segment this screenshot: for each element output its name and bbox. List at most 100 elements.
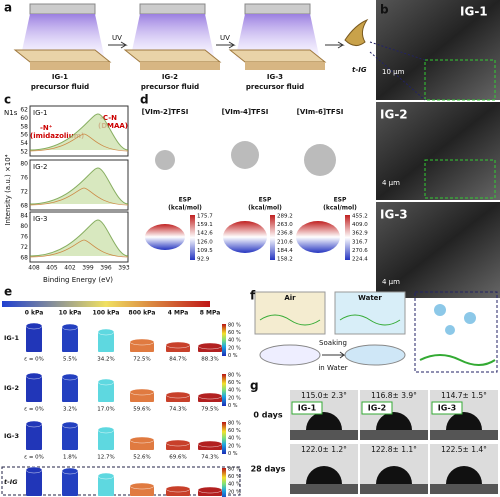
subplot-name: IG-2	[33, 163, 47, 171]
panel-label: b	[380, 3, 389, 17]
pressure: 4 MPa	[168, 310, 189, 317]
substrate	[290, 430, 358, 440]
colorbar-label: 80 %	[228, 467, 241, 473]
sample-cylinder	[62, 377, 78, 402]
strain: 84.7%	[169, 357, 186, 363]
image-name: IG-3	[380, 208, 408, 222]
substrate	[430, 430, 498, 440]
sample-name: IG-3	[438, 404, 456, 413]
droplet	[306, 466, 342, 484]
y-tick-label: 56	[20, 132, 28, 139]
subplot-name: IG-3	[33, 215, 47, 223]
cylinder-top	[165, 341, 191, 349]
y-tick-label: 60	[20, 115, 28, 122]
y-tick-label: 62	[20, 107, 28, 114]
step-sub: precursor fluid	[31, 83, 89, 91]
sample-tag	[431, 401, 463, 415]
x-tick-label: 399	[82, 265, 94, 272]
esp-tick: 362.9	[352, 231, 368, 237]
y-tick-label: 84	[20, 213, 28, 220]
colorbar-label: 60 %	[228, 474, 241, 480]
esp-tick: 236.8	[277, 231, 293, 237]
strain: 59.6%	[133, 407, 150, 413]
colorbar	[222, 374, 226, 406]
step-name: IG-2	[162, 73, 178, 81]
sem-images	[369, 0, 500, 298]
cylinder-top	[129, 338, 155, 346]
strain: 17.0%	[97, 407, 114, 413]
esp-tick: 289.2	[277, 214, 293, 220]
spectrum	[29, 167, 129, 205]
colorbar	[222, 324, 226, 356]
sample-cylinder	[62, 425, 78, 450]
pressure: 8 MPa	[200, 310, 221, 317]
colorbar-label: 20 %	[228, 345, 241, 351]
sample-cylinder	[26, 424, 42, 450]
contact-angle: 122.0± 1.2°	[301, 445, 347, 454]
sample-cylinder	[98, 332, 114, 352]
colorbar-label: 0 %	[228, 451, 238, 457]
cylinder-top	[61, 373, 79, 381]
substrate	[430, 484, 498, 494]
y-tick-label: 76	[20, 175, 28, 182]
cylinder-top	[129, 388, 155, 396]
cylinder-top	[61, 323, 79, 331]
image-name: IG-2	[380, 108, 408, 122]
cylinder-top	[61, 421, 79, 429]
y-axis-label: Intensity (a.u.) ×10⁴	[4, 154, 12, 225]
colorbar-label: 20 %	[228, 443, 241, 449]
air-label: Air	[284, 294, 296, 302]
labels: a UV UV IG-1 precursor fluid IG-2 precur…	[4, 1, 488, 393]
x-tick-label: 402	[64, 265, 76, 272]
droplet-photos	[290, 390, 498, 494]
panel-label: e	[4, 285, 12, 299]
arrow-label: UV	[112, 34, 122, 42]
contact-angle: 122.5± 1.4°	[441, 445, 487, 454]
cylinder-top	[97, 378, 115, 386]
cylinder-top	[97, 472, 115, 480]
esp-tick: 316.7	[352, 239, 368, 245]
schematic	[254, 291, 498, 373]
process-label: in Water	[318, 364, 347, 372]
colorbar-label: 80 %	[228, 373, 241, 379]
esp-tick: 184.4	[277, 248, 293, 254]
y-tick-label: 76	[20, 234, 28, 241]
colorbar-label: 40 %	[228, 482, 241, 488]
cylinder-top	[165, 485, 191, 493]
step-sub: precursor fluid	[141, 83, 199, 91]
colorbar-label: 60 %	[228, 380, 241, 386]
colorbar-label: 40 %	[228, 388, 241, 394]
esp-tick: 455.2	[352, 214, 368, 220]
panel-label: f	[250, 289, 256, 303]
subplot-name: IG-1	[33, 109, 47, 117]
x-tick-label: 396	[100, 265, 112, 272]
y-tick-label: 72	[20, 244, 28, 251]
cylinder-top	[25, 420, 43, 428]
droplet	[376, 466, 412, 484]
esp-tick: 224.4	[352, 257, 368, 263]
sample-tag	[361, 401, 393, 415]
esp-tick: 109.5	[197, 248, 213, 254]
cylinder-top	[97, 426, 115, 434]
contact-angle: 115.0± 2.3°	[301, 391, 347, 400]
esp-tick: 409.0	[352, 222, 368, 228]
y-tick-label: 52	[20, 149, 28, 156]
substrate	[360, 430, 428, 440]
esp-tick: 263.0	[277, 222, 293, 228]
contact-angle: 116.8± 3.9°	[371, 391, 417, 400]
y-tick-label: 68	[20, 203, 28, 210]
strain: 72.5%	[133, 357, 150, 363]
esp-title: (kcal/mol)	[248, 205, 282, 212]
cylinder-top	[25, 466, 43, 474]
spectrum-fit	[29, 187, 129, 206]
colorbar-label: 60 %	[228, 330, 241, 336]
highlight-box	[1, 466, 241, 496]
esp-tick: 158.2	[277, 257, 293, 263]
sample-name: t-IG	[4, 478, 18, 486]
plot-frame	[29, 105, 129, 157]
esp-tick: 270.6	[352, 248, 368, 254]
strain: 34.2%	[97, 357, 114, 363]
strain: 88.3%	[201, 357, 218, 363]
